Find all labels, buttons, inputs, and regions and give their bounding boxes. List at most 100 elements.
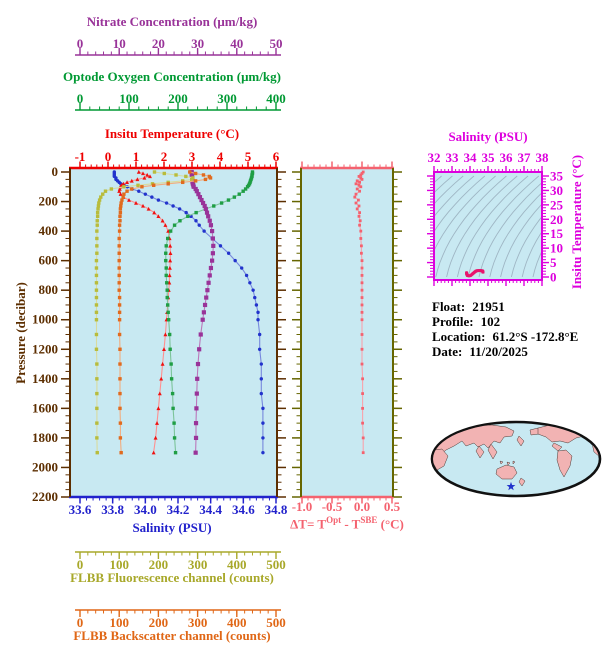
tick-label: 15 bbox=[550, 226, 564, 241]
tick-label: 34 bbox=[464, 150, 478, 165]
tick-label: 20 bbox=[550, 212, 563, 227]
nitrate-axis-title: Nitrate Concentration (μm/kg) bbox=[86, 14, 258, 29]
backscatter-ruler: 0 100 200 300 400 500 bbox=[75, 609, 286, 630]
tick-label: 500 bbox=[266, 615, 286, 630]
float-id-line: Float: 21951 bbox=[432, 299, 578, 314]
delta-t-title-part: (°C) bbox=[377, 516, 404, 532]
tick-label: 36 bbox=[500, 150, 514, 165]
float-location-star bbox=[506, 481, 516, 491]
tick-label: 0 bbox=[105, 149, 112, 164]
tick-label: 0 bbox=[77, 36, 84, 51]
tick-label: 35 bbox=[550, 169, 564, 184]
tick-label: 800 bbox=[39, 282, 59, 297]
tick-label: 200 bbox=[149, 615, 169, 630]
nitrate-ruler: 0 10 20 30 40 50 bbox=[75, 36, 283, 56]
series-backscatter bbox=[117, 170, 213, 455]
profile-label: Profile: bbox=[432, 314, 474, 329]
tick-label: 34.4 bbox=[199, 502, 222, 517]
tick-label: 5 bbox=[550, 255, 557, 270]
tick-label: 0 bbox=[77, 91, 84, 106]
tick-label: 1200 bbox=[32, 341, 58, 356]
tick-label: 1000 bbox=[32, 312, 58, 327]
oxygen-axis-title: Optode Oxygen Concentration (μm/kg) bbox=[63, 69, 281, 84]
oxygen-ruler: 0 100 200 300 400 bbox=[75, 91, 286, 111]
date-label: Date: bbox=[432, 344, 463, 359]
pressure-axis-title: Pressure (decibar) bbox=[13, 282, 28, 384]
delta-t-sup-sbe: SBE bbox=[360, 515, 378, 525]
tick-label: 25 bbox=[550, 197, 564, 212]
delta-t-title-part: - T bbox=[341, 516, 361, 532]
float-label: Float: bbox=[432, 299, 466, 314]
tick-label: 200 bbox=[168, 91, 188, 106]
series-salinity bbox=[112, 170, 265, 455]
tick-label: 34.0 bbox=[134, 502, 157, 517]
tick-label: 300 bbox=[188, 615, 208, 630]
salinity-axis-title: Salinity (PSU) bbox=[132, 520, 212, 535]
tick-label: 400 bbox=[227, 615, 247, 630]
tick-label: 33.6 bbox=[69, 502, 92, 517]
tick-label: 10 bbox=[550, 241, 563, 256]
tick-label: 4 bbox=[217, 149, 224, 164]
tick-label: 0 bbox=[550, 270, 557, 285]
world-map bbox=[430, 420, 602, 498]
tick-label: 2000 bbox=[32, 459, 58, 474]
fluorescence-ruler: 0 100 200 300 400 500 bbox=[75, 551, 286, 572]
tick-label: -0.5 bbox=[322, 499, 343, 514]
tick-label: 2200 bbox=[32, 489, 58, 504]
tick-label: 1 bbox=[133, 149, 140, 164]
series-oxygen bbox=[164, 170, 255, 455]
tick-label: 300 bbox=[217, 91, 237, 106]
float-value: 21951 bbox=[472, 299, 505, 314]
tick-label: 34.2 bbox=[167, 502, 190, 517]
series-fluorescence bbox=[94, 170, 195, 455]
tick-label: 200 bbox=[39, 194, 59, 209]
tick-label: 0.0 bbox=[354, 499, 370, 514]
tick-label: 400 bbox=[39, 223, 59, 238]
tick-label: 33.8 bbox=[101, 502, 124, 517]
tick-label: 400 bbox=[227, 557, 247, 572]
series-nitrate bbox=[189, 169, 216, 455]
tick-label: 0 bbox=[77, 557, 84, 572]
backscatter-axis-title: FLBB Backscatter channel (counts) bbox=[73, 628, 271, 643]
tick-label: 34.8 bbox=[265, 502, 288, 517]
tick-label: 0.5 bbox=[384, 499, 401, 514]
temperature-axis-title: Insitu Temperature (°C) bbox=[104, 126, 240, 141]
float-info-block: Float: 21951 Profile: 102 Location: 61.2°S … bbox=[432, 299, 578, 359]
delta-t-panel: -1.0 -0.5 0.0 0.5 bbox=[292, 161, 402, 514]
ts-density-contours bbox=[433, 175, 543, 278]
ts-temperature-title: Insitu Temperature (°C) bbox=[569, 154, 584, 290]
tick-label: 32 bbox=[428, 150, 441, 165]
date-value: 11/20/2025 bbox=[469, 344, 528, 359]
profile-line: Profile: 102 bbox=[432, 314, 578, 329]
tick-label: 35 bbox=[482, 150, 496, 165]
tick-label: 600 bbox=[39, 253, 59, 268]
tick-label: -1.0 bbox=[292, 499, 313, 514]
tick-label: 30 bbox=[550, 183, 563, 198]
main-panel: -1 0 1 2 3 4 5 6 33.6 33.8 34.0 34.2 34.4 34.6 34.8 0 20… bbox=[32, 149, 288, 517]
tick-label: 0 bbox=[77, 615, 84, 630]
tick-label: 10 bbox=[113, 36, 126, 51]
fluorescence-axis-title: FLBB Fluorescence channel (counts) bbox=[70, 570, 274, 585]
tick-label: 100 bbox=[119, 91, 139, 106]
location-line: Location: 61.2°S -172.8°E bbox=[432, 329, 578, 344]
tick-label: 100 bbox=[109, 557, 129, 572]
tick-label: 200 bbox=[149, 557, 169, 572]
ts-salinity-title: Salinity (PSU) bbox=[448, 129, 528, 144]
tick-label: 38 bbox=[536, 150, 550, 165]
tick-label: 37 bbox=[518, 150, 532, 165]
tick-label: 20 bbox=[152, 36, 165, 51]
tick-label: 34.6 bbox=[232, 502, 255, 517]
tick-label: 3 bbox=[189, 149, 196, 164]
tick-label: 30 bbox=[191, 36, 204, 51]
tick-label: 1800 bbox=[32, 430, 58, 445]
tick-label: 6 bbox=[273, 149, 280, 164]
tick-label: 500 bbox=[266, 557, 286, 572]
delta-t-title-part: ΔT= T bbox=[290, 516, 327, 532]
profile-value: 102 bbox=[480, 314, 501, 329]
location-label: Location: bbox=[432, 329, 486, 344]
date-line: Date: 11/20/2025 bbox=[432, 344, 578, 359]
tick-label: 0 bbox=[52, 164, 59, 179]
tick-label: 50 bbox=[270, 36, 283, 51]
